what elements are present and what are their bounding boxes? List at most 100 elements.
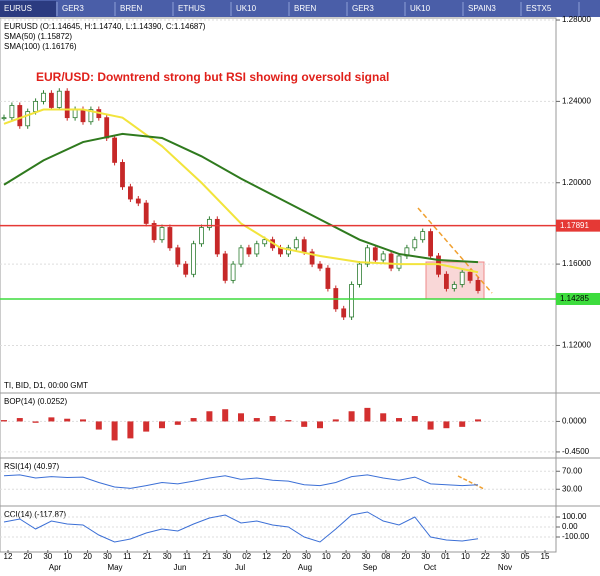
candle xyxy=(246,247,252,255)
bar xyxy=(32,421,39,423)
tab[interactable]: EURUS xyxy=(4,4,32,13)
month-label: Aug xyxy=(298,563,312,572)
candle xyxy=(104,117,110,139)
bar xyxy=(174,421,181,425)
candle xyxy=(151,223,157,241)
candle xyxy=(309,251,315,265)
info: TI, BID, D1, 00:00 GMT xyxy=(4,381,88,390)
candle xyxy=(25,111,31,127)
x-tick-label: 05 xyxy=(521,552,530,561)
candle xyxy=(191,243,197,275)
x-tick-label: 20 xyxy=(401,552,410,561)
x-tick-label: 20 xyxy=(282,552,291,561)
level-label: 1.17891 xyxy=(560,221,589,230)
active-tab xyxy=(0,1,56,17)
trend-line xyxy=(417,207,493,294)
bar xyxy=(190,418,197,422)
bar xyxy=(1,420,7,422)
rsi-trend-line xyxy=(457,475,485,490)
pane-title: CCI(14) (-117.87) xyxy=(4,510,66,519)
month-label: Oct xyxy=(424,563,437,572)
y-tick-label: 70.00 xyxy=(562,466,583,475)
candle xyxy=(222,253,228,281)
tabs: EURUS GER3 BREN ETHUS UK10 BREN GER3 UK10 SPAIN3… xyxy=(0,1,580,17)
x-tick-label: 12 xyxy=(262,552,271,561)
tab[interactable]: UK10 xyxy=(236,4,257,13)
candle xyxy=(206,218,212,228)
candle xyxy=(214,218,220,255)
x-tick-label: 08 xyxy=(381,552,390,561)
tab[interactable]: UK10 xyxy=(410,4,431,13)
bar xyxy=(317,421,323,429)
candle xyxy=(412,239,418,249)
candle xyxy=(143,202,149,224)
bar xyxy=(95,421,102,430)
candle xyxy=(317,263,323,269)
bar xyxy=(222,409,229,422)
bar xyxy=(301,421,308,427)
bar xyxy=(396,418,402,422)
tab[interactable]: GER3 xyxy=(62,4,84,13)
candle xyxy=(357,263,362,285)
tab[interactable]: GER3 xyxy=(352,4,374,13)
bar xyxy=(206,411,213,422)
x-tick-label: 11 xyxy=(183,552,192,561)
candle xyxy=(349,284,355,318)
x-tick-label: 30 xyxy=(362,552,371,561)
candle xyxy=(183,263,189,275)
level-label: 1.14285 xyxy=(560,294,589,303)
candle xyxy=(388,253,394,269)
tab[interactable]: BREN xyxy=(294,4,316,13)
y-tick-label: 0.0000 xyxy=(562,417,587,426)
bar xyxy=(127,421,134,439)
y-tick-label: 1.28000 xyxy=(562,15,591,24)
bar xyxy=(238,413,244,422)
candle xyxy=(364,247,370,265)
candle xyxy=(420,231,426,241)
bar xyxy=(64,418,71,422)
candle xyxy=(475,279,481,291)
tab[interactable]: ETHUS xyxy=(178,4,205,13)
tab[interactable]: SPAIN3 xyxy=(468,4,496,13)
x-tick-label: 20 xyxy=(83,552,92,561)
candle xyxy=(341,308,347,318)
bar xyxy=(380,413,387,422)
candle xyxy=(41,92,46,102)
bar xyxy=(253,418,260,422)
bar xyxy=(159,421,165,429)
candle xyxy=(56,90,62,108)
y-tick-label: 1.24000 xyxy=(562,96,591,105)
candle xyxy=(238,247,244,265)
candle xyxy=(159,227,165,241)
x-tick-label: 30 xyxy=(302,552,311,561)
candle xyxy=(459,271,465,285)
candle xyxy=(230,263,236,281)
candle xyxy=(33,100,38,112)
plot-frame xyxy=(0,17,557,553)
chart-title: EUR/USD: Downtrend strong but RSI showin… xyxy=(36,70,389,84)
candle xyxy=(396,255,402,269)
candle xyxy=(1,117,7,120)
y-tick-label: -0.4500 xyxy=(562,447,590,456)
candle xyxy=(64,90,70,119)
level-label-box xyxy=(556,219,600,232)
candle xyxy=(199,227,204,245)
y-tick-label: 1.12000 xyxy=(562,341,591,350)
x-tick-label: 30 xyxy=(43,552,52,561)
candle xyxy=(301,239,307,253)
bar xyxy=(475,419,481,422)
x-tick-label: 22 xyxy=(481,552,490,561)
month-label: Apr xyxy=(49,563,62,572)
x-tick-label: 20 xyxy=(23,552,32,561)
candle xyxy=(372,247,378,261)
bar xyxy=(364,407,371,422)
x-tick-label: 11 xyxy=(123,552,132,561)
level-label-box xyxy=(556,292,600,305)
candle xyxy=(380,253,386,261)
x-tick-label: 30 xyxy=(222,552,231,561)
month-label: Nov xyxy=(498,563,512,572)
tab[interactable]: BREN xyxy=(120,4,142,13)
y-tick-label: 1.16000 xyxy=(562,259,591,268)
bar xyxy=(269,416,276,422)
tab[interactable]: ESTX5 xyxy=(526,4,552,13)
